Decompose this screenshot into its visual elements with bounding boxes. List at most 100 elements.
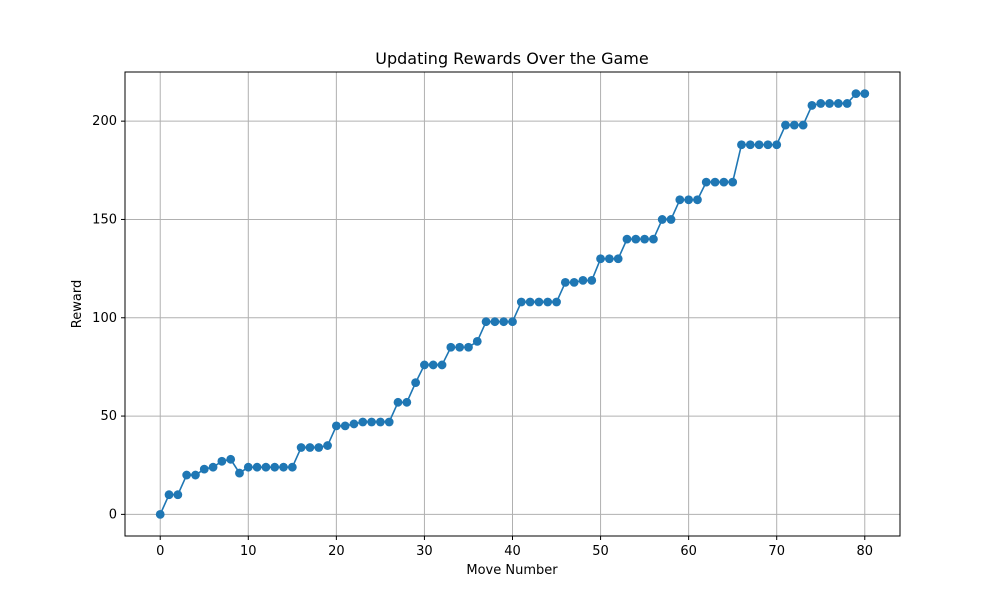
- data-point: [490, 317, 500, 327]
- data-point: [455, 342, 465, 352]
- data-point: [464, 342, 473, 352]
- data-point: [164, 490, 174, 500]
- data-point: [552, 297, 561, 307]
- data-point: [816, 99, 826, 108]
- data-point: [217, 456, 227, 466]
- data-point: [772, 140, 782, 150]
- x-tick-label: 10: [240, 544, 257, 559]
- x-tick-label: 30: [416, 544, 433, 559]
- data-point: [437, 360, 447, 370]
- data-point: [675, 195, 685, 205]
- data-point: [701, 177, 711, 187]
- data-point: [235, 468, 244, 478]
- y-tick-label: 0: [109, 507, 117, 522]
- data-point: [367, 417, 376, 427]
- data-point: [481, 317, 491, 327]
- x-tick-label: 40: [504, 544, 521, 559]
- data-point: [710, 177, 720, 187]
- y-tick-label: 50: [100, 409, 117, 424]
- data-point: [534, 297, 544, 307]
- data-point: [358, 417, 368, 427]
- data-point: [666, 215, 676, 224]
- y-tick-label: 150: [92, 212, 117, 227]
- data-point: [375, 417, 385, 427]
- data-point: [737, 140, 746, 150]
- data-point: [393, 397, 403, 407]
- data-point: [314, 443, 324, 452]
- x-tick-label: 0: [156, 544, 164, 559]
- x-tick-label: 50: [592, 544, 609, 559]
- data-point: [719, 177, 729, 187]
- data-point: [226, 454, 236, 464]
- data-point: [622, 234, 632, 244]
- data-point: [745, 140, 755, 150]
- data-point: [807, 101, 817, 110]
- data-point: [631, 234, 641, 244]
- data-point: [754, 140, 764, 150]
- data-point: [657, 215, 667, 224]
- data-point: [499, 317, 509, 327]
- data-point: [173, 490, 183, 500]
- x-tick-label: 70: [768, 544, 785, 559]
- data-point: [155, 509, 165, 519]
- x-tick-label: 80: [856, 544, 873, 559]
- data-point: [860, 89, 870, 99]
- data-point: [516, 297, 526, 307]
- data-point: [402, 397, 412, 407]
- data-point: [411, 378, 421, 388]
- data-point: [243, 462, 253, 472]
- data-point: [191, 470, 200, 480]
- data-point: [420, 360, 429, 370]
- x-axis-label: Move Number: [466, 563, 558, 578]
- series-layer: [155, 89, 870, 519]
- data-point: [640, 234, 650, 244]
- data-point: [296, 443, 306, 452]
- data-point: [199, 464, 209, 474]
- data-point: [569, 277, 579, 287]
- data-point: [340, 421, 350, 431]
- y-tick-label: 100: [92, 311, 117, 326]
- x-tick-label: 20: [328, 544, 345, 559]
- data-point: [789, 120, 799, 130]
- data-point: [261, 462, 271, 472]
- data-point: [287, 462, 297, 472]
- data-point: [649, 234, 658, 244]
- data-point: [252, 462, 262, 472]
- data-point: [842, 99, 852, 108]
- data-point: [508, 317, 517, 327]
- data-point: [596, 254, 605, 264]
- x-axis: 0 10 20 30 40 50 60 70 80: [156, 536, 873, 559]
- x-tick-label: 60: [680, 544, 697, 559]
- data-point: [851, 89, 861, 99]
- data-point: [833, 99, 843, 108]
- data-point: [798, 120, 808, 130]
- y-tick-label: 200: [92, 114, 117, 129]
- data-point: [331, 421, 341, 431]
- data-point: [763, 140, 773, 150]
- data-point: [446, 342, 456, 352]
- chart-title: Updating Rewards Over the Game: [375, 49, 648, 68]
- data-point: [684, 195, 694, 205]
- data-point: [560, 277, 570, 287]
- y-axis-label: Reward: [70, 280, 85, 328]
- data-point: [543, 297, 553, 307]
- data-point: [208, 462, 218, 472]
- data-point: [613, 254, 623, 264]
- data-point: [525, 297, 535, 307]
- data-point: [305, 443, 315, 452]
- data-point: [384, 417, 394, 427]
- data-point: [578, 276, 588, 285]
- data-point: [604, 254, 614, 264]
- data-point: [693, 195, 702, 205]
- data-point: [825, 99, 834, 108]
- grid: [125, 72, 900, 536]
- data-point: [182, 470, 192, 480]
- data-point: [270, 462, 280, 472]
- y-axis: 0 50 100 150 200: [92, 114, 125, 522]
- data-point: [472, 336, 482, 346]
- data-point: [781, 120, 790, 130]
- data-point: [279, 462, 288, 472]
